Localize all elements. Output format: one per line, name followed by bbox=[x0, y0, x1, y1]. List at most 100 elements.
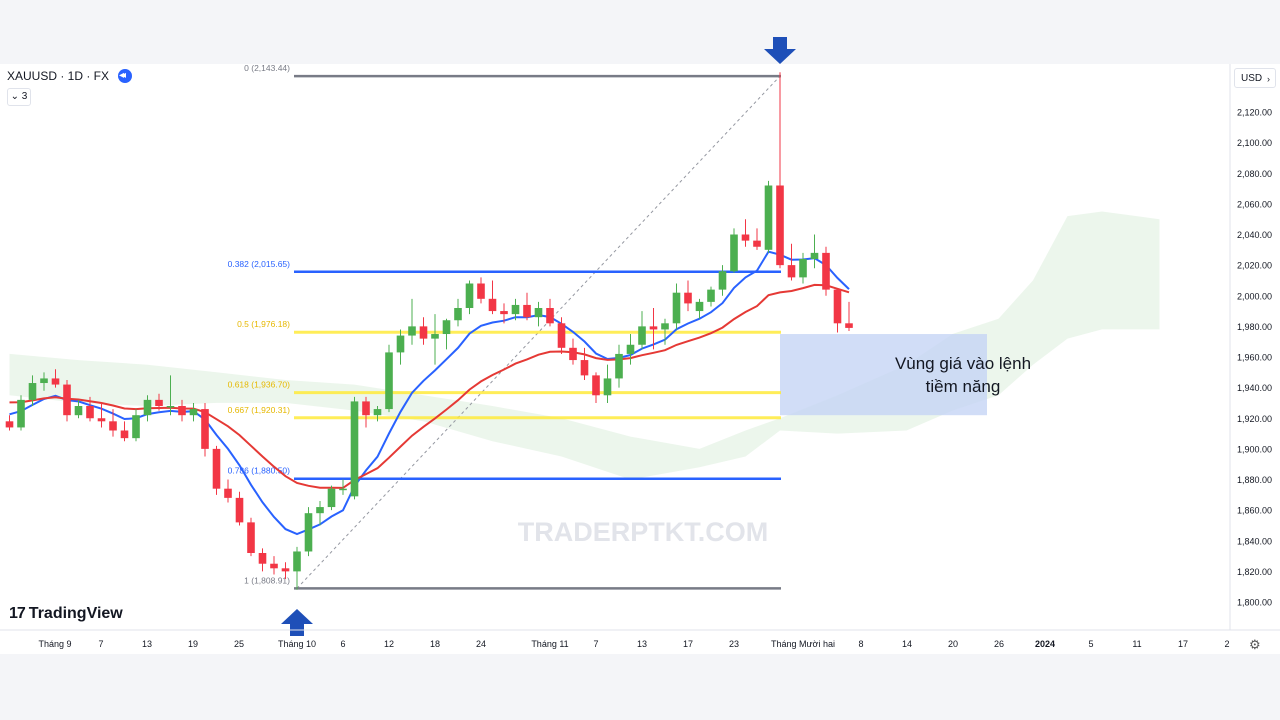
candle bbox=[546, 298, 554, 327]
candle bbox=[626, 334, 635, 365]
x-tick-label: Tháng 9 bbox=[38, 639, 71, 649]
candle bbox=[649, 308, 658, 350]
fib-label-0.618: 0.618 (1,936.70) bbox=[228, 380, 291, 390]
candle bbox=[431, 314, 439, 365]
candle bbox=[419, 317, 428, 345]
x-tick-label: 2024 bbox=[1035, 639, 1055, 649]
gear-icon[interactable]: ⚙ bbox=[1249, 637, 1261, 652]
candle bbox=[534, 301, 543, 327]
y-tick-label: 2,000.00 bbox=[1237, 291, 1272, 301]
candle bbox=[615, 344, 623, 388]
candle-body bbox=[86, 406, 94, 419]
candle bbox=[97, 402, 106, 428]
candle bbox=[695, 298, 704, 319]
candle-body bbox=[143, 399, 152, 416]
entry-zone-box bbox=[780, 334, 987, 416]
candle bbox=[580, 347, 589, 380]
candle-body bbox=[350, 401, 359, 497]
candle-body bbox=[764, 185, 773, 250]
candle bbox=[408, 298, 416, 345]
candle-body bbox=[339, 488, 347, 491]
candle bbox=[109, 409, 117, 437]
fib-label-0: 0 (2,143.44) bbox=[244, 63, 290, 73]
candle bbox=[799, 252, 807, 284]
candle bbox=[293, 546, 301, 590]
candle-body bbox=[201, 409, 209, 449]
candle-body bbox=[638, 326, 646, 345]
entry-zone-label: Vùng giá vào lệnh tiềm năng bbox=[860, 352, 1066, 398]
tradingview-logo-mark: 17 bbox=[9, 605, 26, 622]
candle-body bbox=[212, 448, 221, 489]
candle-body bbox=[270, 563, 278, 569]
candle-body bbox=[511, 304, 520, 315]
candle-body bbox=[810, 252, 819, 259]
candle-body bbox=[373, 409, 382, 416]
candle-body bbox=[109, 421, 117, 431]
candle-body bbox=[776, 185, 784, 266]
y-tick-label: 1,960.00 bbox=[1237, 353, 1272, 363]
candle-body bbox=[120, 430, 129, 439]
candle bbox=[442, 318, 451, 350]
x-tick-label: 7 bbox=[98, 639, 103, 649]
candle bbox=[258, 548, 267, 572]
x-tick-label: 14 bbox=[902, 639, 912, 649]
candle-body bbox=[304, 513, 313, 552]
candle-body bbox=[523, 304, 531, 318]
candle-body bbox=[454, 308, 462, 321]
candle bbox=[28, 375, 37, 406]
x-tick-label: 13 bbox=[142, 639, 152, 649]
indicator-count-toggle[interactable]: ⌄ 3 bbox=[7, 88, 31, 106]
candle-body bbox=[74, 406, 83, 416]
currency-select[interactable]: USD › bbox=[1234, 68, 1276, 88]
candle-body bbox=[626, 344, 635, 354]
x-tick-label: 13 bbox=[637, 639, 647, 649]
candle bbox=[362, 396, 370, 428]
symbol-title[interactable]: XAUUSD · 1D · FX bbox=[7, 69, 110, 83]
candle-body bbox=[235, 497, 244, 523]
candle-body bbox=[488, 298, 497, 312]
candle-body bbox=[189, 409, 198, 416]
candle bbox=[304, 507, 313, 557]
candle bbox=[741, 219, 750, 247]
candle bbox=[500, 303, 508, 324]
candle-body bbox=[730, 234, 738, 272]
x-tick-label: 2 bbox=[1224, 639, 1229, 649]
x-tick-label: 11 bbox=[1132, 639, 1141, 649]
y-tick-label: 2,020.00 bbox=[1237, 261, 1272, 271]
chevron-down-icon: ⌄ bbox=[10, 91, 20, 102]
x-tick-label: 6 bbox=[340, 639, 345, 649]
x-tick-label: 20 bbox=[948, 639, 958, 649]
y-tick-label: 1,920.00 bbox=[1237, 414, 1272, 424]
fibonacci-retracement: 0 (2,143.44) 0.382 (2,015.65) 0.5 (1,976.1… bbox=[228, 63, 781, 590]
candle bbox=[316, 500, 324, 526]
candle-body bbox=[431, 334, 439, 339]
candle-body bbox=[741, 234, 750, 241]
candle-body bbox=[293, 551, 301, 572]
fib-label-1: 1 (1,808.91) bbox=[244, 575, 290, 585]
x-tick-label: 23 bbox=[729, 639, 739, 649]
candle bbox=[201, 402, 209, 457]
candle bbox=[822, 246, 830, 296]
watermark-text: TRADERPTKT.COM bbox=[518, 517, 769, 547]
candle bbox=[132, 409, 140, 442]
candle bbox=[373, 406, 382, 422]
x-tick-label: 18 bbox=[430, 639, 440, 649]
x-tick-label: Tháng Mười hai bbox=[771, 639, 835, 649]
y-tick-label: 1,860.00 bbox=[1237, 506, 1272, 516]
candle-body bbox=[40, 378, 48, 384]
candle bbox=[523, 292, 531, 321]
candle-body bbox=[787, 265, 796, 278]
candle-body bbox=[557, 323, 566, 348]
candle-body bbox=[281, 568, 290, 572]
rewind-icon[interactable] bbox=[118, 69, 132, 83]
y-tick-label: 2,120.00 bbox=[1237, 108, 1272, 118]
candle-body bbox=[661, 323, 669, 330]
candle-body bbox=[833, 289, 842, 324]
x-tick-label: 19 bbox=[188, 639, 198, 649]
candle-body bbox=[465, 283, 474, 308]
x-tick-label: 7 bbox=[593, 639, 598, 649]
x-tick-label: 17 bbox=[683, 639, 693, 649]
candle-body bbox=[753, 240, 761, 247]
candle-body bbox=[569, 347, 577, 361]
